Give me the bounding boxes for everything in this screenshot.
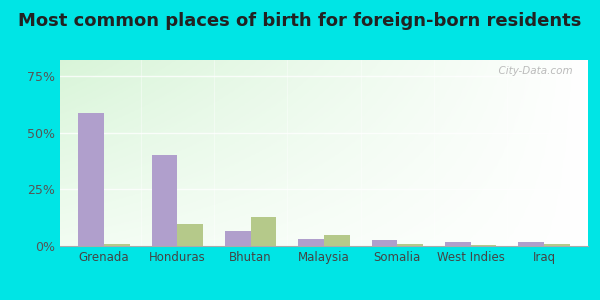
Bar	[445, 242, 470, 246]
Bar	[104, 244, 130, 246]
Bar	[397, 244, 423, 246]
Bar	[324, 235, 350, 246]
Bar	[152, 155, 178, 246]
Text: Most common places of birth for foreign-born residents: Most common places of birth for foreign-…	[19, 12, 581, 30]
Bar	[79, 113, 104, 246]
Bar	[178, 224, 203, 246]
Bar	[225, 231, 251, 246]
Bar	[371, 240, 397, 246]
Bar	[470, 245, 496, 246]
Bar	[544, 244, 569, 246]
Bar	[298, 239, 324, 246]
Text: City-Data.com: City-Data.com	[491, 66, 572, 76]
Bar	[251, 217, 277, 246]
Bar	[518, 242, 544, 246]
